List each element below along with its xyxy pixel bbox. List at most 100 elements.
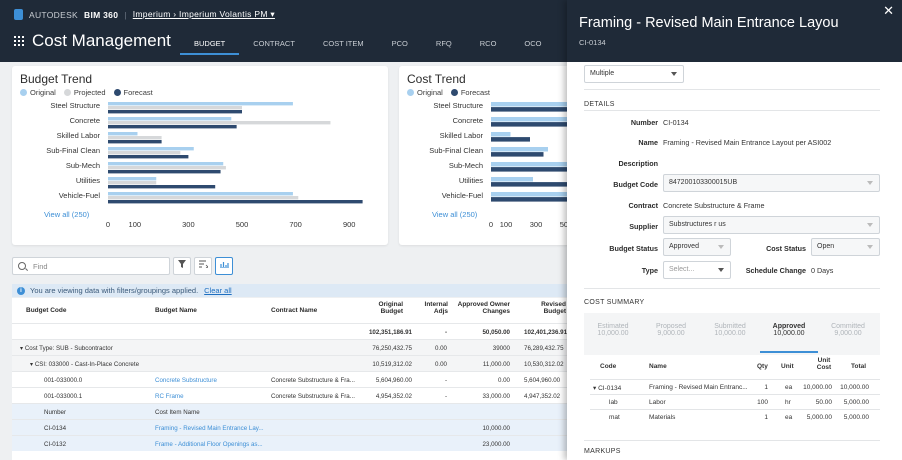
legend-swatch-icon	[407, 89, 414, 96]
bar-forecast[interactable]	[108, 140, 162, 144]
panel-title: Framing - Revised Main Entrance Layou	[579, 15, 839, 31]
bar-original[interactable]	[491, 177, 533, 182]
bar-forecast[interactable]	[108, 110, 242, 114]
bar-forecast[interactable]	[108, 155, 189, 159]
tab-rco[interactable]: RCO	[479, 39, 497, 48]
tab-approved[interactable]: Approved 10,000.00	[772, 323, 806, 337]
clear-all-link[interactable]: Clear all	[204, 286, 232, 295]
col-internal-adjs[interactable]: Internal Adjs	[424, 301, 448, 315]
table-row[interactable]: ▾ Cost Type: SUB - Subcontractor 76,250,4…	[12, 339, 568, 355]
bar-forecast[interactable]	[491, 197, 579, 202]
budget-status-value: Approved	[669, 243, 699, 250]
bar-forecast[interactable]	[491, 152, 544, 157]
tab-submitted[interactable]: Submitted 10,000.00	[714, 323, 746, 337]
tab-estimated[interactable]: Estimated 10,000.00	[597, 323, 629, 337]
cell-contract: Concrete Substructure & Fra...	[271, 393, 355, 400]
tab-pco[interactable]: PCO	[391, 39, 408, 48]
cost-cell-code: mat	[609, 414, 620, 421]
schedule-change-value: 0 Days	[811, 266, 834, 275]
col-revised-budget[interactable]: Revised Budget	[541, 301, 566, 315]
tab-committed[interactable]: Committed 9,000.00	[831, 323, 865, 337]
col-approved-owner-changes[interactable]: Approved Owner Changes	[457, 301, 510, 315]
bar-forecast[interactable]	[108, 200, 363, 204]
cell-name: Cost Item Name	[155, 409, 200, 416]
filter-button[interactable]	[173, 257, 191, 275]
bar-original[interactable]	[108, 147, 194, 151]
category-label: Sub-Mech	[66, 161, 100, 170]
col-budget-name[interactable]: Budget Name	[155, 307, 197, 314]
budget-code-select[interactable]: 847200103300015UB	[663, 174, 880, 192]
bar-original[interactable]	[491, 102, 579, 107]
description-label: Description	[618, 159, 658, 168]
table-row[interactable]: Number Cost Item Name	[12, 403, 568, 419]
table-row[interactable]: ▾ CSI: 033000 - Cast-In-Place Concrete 10…	[12, 355, 568, 371]
type-select[interactable]: Select...	[663, 261, 731, 279]
bar-projected[interactable]	[108, 151, 181, 155]
bar-forecast[interactable]	[108, 125, 237, 129]
bar-projected[interactable]	[108, 106, 242, 110]
category-label: Sub-Mech	[449, 161, 483, 170]
chart-toggle-button[interactable]	[215, 257, 233, 275]
project-selector[interactable]: Imperium › Imperium Volantis PM ▾	[132, 9, 275, 19]
cell-name[interactable]: RC Frame	[155, 393, 184, 400]
bar-original[interactable]	[491, 147, 548, 152]
col-original-budget[interactable]: Original Budget	[378, 301, 403, 315]
bar-original[interactable]	[108, 192, 293, 196]
bar-original[interactable]	[108, 177, 157, 181]
active-tab-indicator	[760, 351, 818, 353]
divider	[584, 440, 880, 441]
scope-select[interactable]: Multiple	[584, 65, 684, 83]
tab-oco[interactable]: OCO	[524, 39, 542, 48]
tab-rfq[interactable]: RFQ	[435, 39, 452, 48]
table-row[interactable]: CI-0132 Frame - Additional Floor Openings…	[12, 435, 568, 451]
cost-col-name: Name	[649, 363, 667, 370]
cell-name[interactable]: Frame - Additional Floor Openings as...	[155, 441, 263, 448]
bar-projected[interactable]	[108, 166, 226, 170]
bar-original[interactable]	[491, 117, 569, 122]
bar-projected[interactable]	[108, 181, 157, 185]
table-row[interactable]: 001-033000.1 RC Frame Concrete Substructur…	[12, 387, 568, 403]
total-original: 102,351,186.91	[368, 329, 412, 336]
bar-forecast[interactable]	[491, 182, 578, 187]
tab-budget[interactable]: BUDGET	[180, 32, 240, 55]
bar-original[interactable]	[491, 162, 575, 167]
tab-proposed[interactable]: Proposed 9,000.00	[656, 323, 686, 337]
bar-forecast[interactable]	[491, 167, 569, 172]
budget-view-all-link[interactable]: View all (250)	[44, 210, 90, 219]
cell-code: 001-033000.0	[44, 377, 83, 384]
cell-owner: 23,000.00	[482, 441, 510, 448]
group-button[interactable]	[194, 257, 212, 275]
bar-original[interactable]	[108, 117, 232, 121]
col-contract-name[interactable]: Contract Name	[271, 307, 318, 314]
cost-status-select[interactable]: Open	[811, 238, 880, 256]
cell-name[interactable]: Concrete Substructure	[155, 377, 217, 384]
table-row[interactable]: CI-0134 Framing - Revised Main Entrance L…	[12, 419, 568, 435]
bar-projected[interactable]	[108, 136, 162, 140]
bar-forecast[interactable]	[491, 137, 530, 142]
close-icon[interactable]: ✕	[883, 3, 894, 18]
bar-original[interactable]	[108, 162, 224, 166]
bar-forecast[interactable]	[108, 170, 221, 174]
cell-code: CI-0132	[44, 441, 67, 448]
x-tick-label: 0	[489, 220, 493, 229]
budget-status-select[interactable]: Approved	[663, 238, 731, 256]
cost-cell-qty: 1	[764, 384, 768, 391]
supplier-select[interactable]: Substructures r us	[663, 216, 880, 234]
tab-cost-item[interactable]: COST ITEM	[322, 39, 364, 48]
col-budget-code[interactable]: Budget Code	[26, 307, 67, 314]
app-menu-grid-icon[interactable]	[14, 36, 24, 46]
cost-view-all-link[interactable]: View all (250)	[432, 210, 478, 219]
bar-forecast[interactable]	[491, 122, 575, 127]
bar-original[interactable]	[108, 102, 293, 106]
table-row[interactable]: 001-033000.0 Concrete Substructure Concret…	[12, 371, 568, 387]
cell-name[interactable]: Framing - Revised Main Entrance Lay...	[155, 425, 264, 432]
tab-contract[interactable]: CONTRACT	[253, 39, 295, 48]
bar-original[interactable]	[491, 192, 579, 197]
bar-forecast[interactable]	[491, 107, 579, 112]
bar-projected[interactable]	[108, 196, 299, 200]
bar-original[interactable]	[108, 132, 138, 136]
bar-original[interactable]	[491, 132, 511, 137]
search-input[interactable]: Find	[12, 257, 170, 275]
bar-forecast[interactable]	[108, 185, 216, 189]
bar-projected[interactable]	[108, 121, 331, 125]
